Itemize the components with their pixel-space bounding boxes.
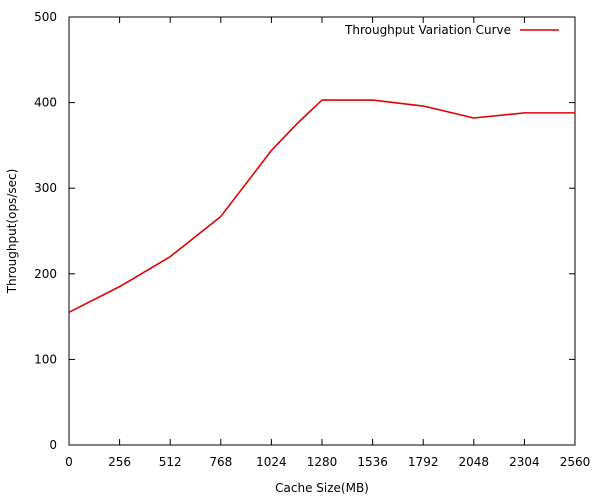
plot-frame [68,16,576,446]
x-tick-label: 768 [209,455,232,469]
y-tick-label: 0 [49,438,57,452]
x-tick-label: 2048 [459,455,490,469]
x-tick-label: 512 [159,455,182,469]
legend: Throughput Variation Curve [344,23,559,37]
y-tick-label: 400 [34,96,57,110]
x-tick-label: 2304 [509,455,540,469]
x-tick-label: 1792 [408,455,439,469]
y-tick-label: 500 [34,10,57,24]
y-tick-label: 300 [34,181,57,195]
y-axis-label: Throughput(ops/sec) [5,169,19,295]
x-tick-label: 1280 [307,455,338,469]
x-axis-label: Cache Size(MB) [275,481,369,495]
series-line-throughput [68,99,575,314]
y-tick-label: 100 [34,352,57,366]
y-tick-label: 200 [34,267,57,281]
legend-label: Throughput Variation Curve [344,23,511,37]
x-tick-label: 256 [108,455,131,469]
x-tick-label: 0 [65,455,73,469]
axis-tick-labels: 0 256 512 768 1024 1280 1536 1792 2048 2304 2560 0 1… [34,10,590,469]
x-tick-label: 2560 [560,455,591,469]
x-tick-label: 1024 [256,455,287,469]
axis-ticks [68,16,576,446]
x-tick-label: 1536 [357,455,388,469]
